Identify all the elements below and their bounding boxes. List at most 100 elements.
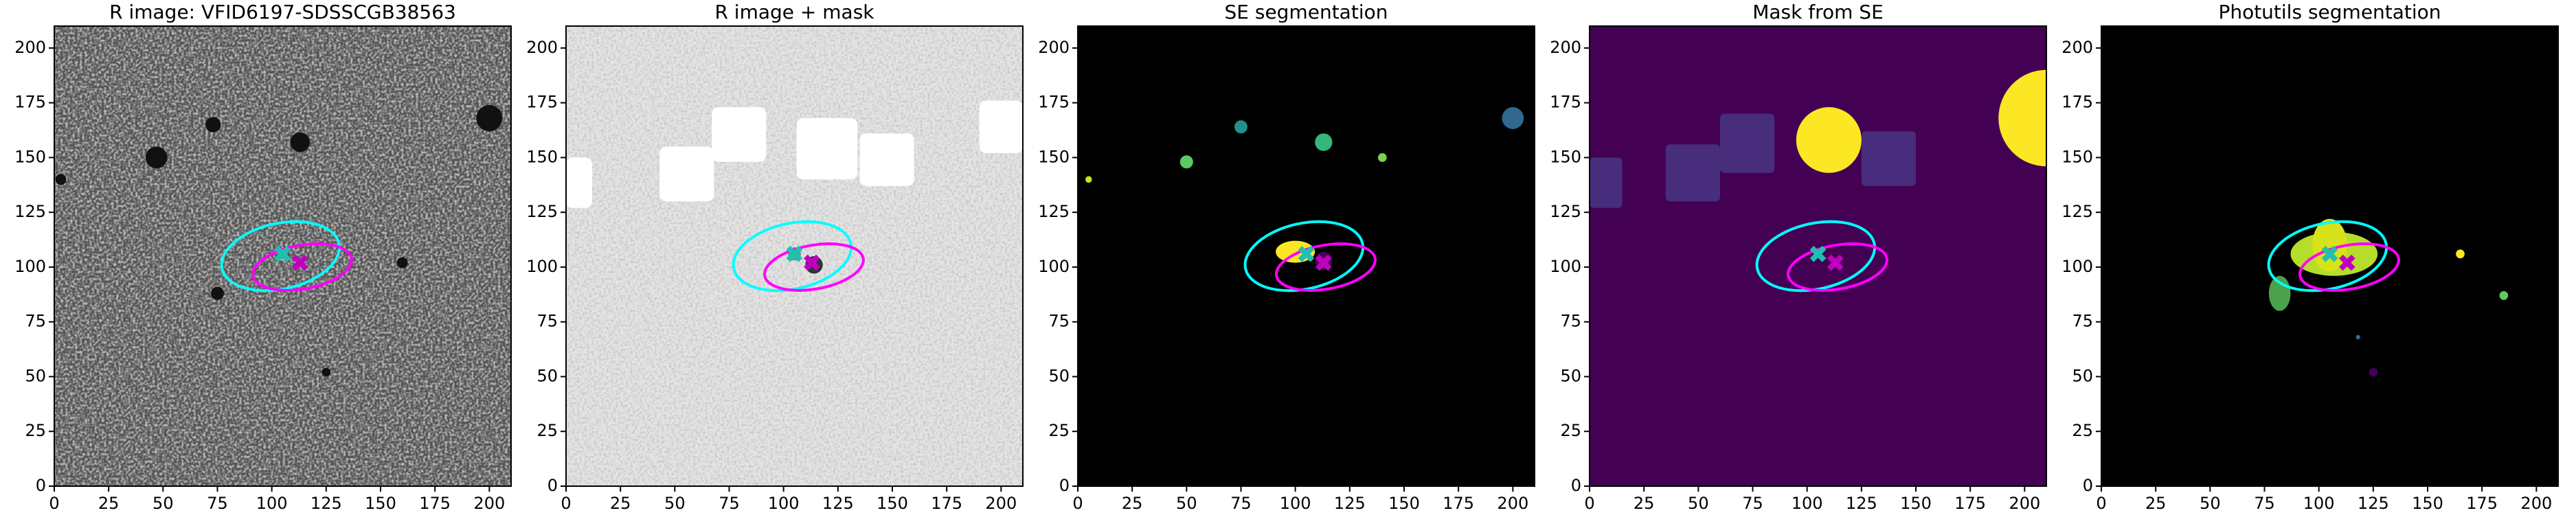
panel-title: SE segmentation [1225, 1, 1388, 23]
y-tick-label: 0 [547, 476, 558, 495]
y-tick-label: 75 [1048, 312, 1070, 331]
x-tick-label: 150 [2412, 494, 2443, 513]
panel-title: R image + mask [714, 1, 874, 23]
x-tick-label: 75 [719, 494, 740, 513]
axes-frame [54, 25, 512, 487]
x-tick-label: 200 [1497, 494, 1528, 513]
x-tick-label: 25 [1122, 494, 1143, 513]
y-tick-label: 75 [25, 312, 46, 331]
x-tick-label: 25 [98, 494, 120, 513]
x-tick-label: 200 [473, 494, 505, 513]
marker [1298, 245, 1315, 262]
y-tick-label: 100 [1038, 257, 1070, 276]
y-tick-label: 200 [14, 38, 46, 57]
y-tick-label: 100 [14, 257, 46, 276]
x-tick-label: 75 [207, 494, 228, 513]
y-tick-label: 100 [1550, 257, 1581, 276]
x-tick-label: 175 [931, 494, 962, 513]
x-tick-label: 75 [1742, 494, 1763, 513]
y-tick-label: 150 [14, 147, 46, 166]
y-tick-label: 150 [1550, 147, 1581, 166]
y-tick-label: 75 [536, 312, 558, 331]
x-tick-label: 175 [1954, 494, 1986, 513]
y-tick-label: 175 [526, 93, 558, 112]
ellipse [1785, 237, 1890, 297]
y-tick-label: 125 [14, 202, 46, 221]
x-tick-label: 200 [985, 494, 1017, 513]
y-tick-label: 25 [1560, 421, 1581, 440]
x-tick-label: 75 [1230, 494, 1252, 513]
x-tick-label: 175 [419, 494, 451, 513]
ellipse [2262, 211, 2393, 301]
y-tick-label: 125 [1038, 202, 1070, 221]
x-tick-label: 100 [1280, 494, 1311, 513]
x-tick-label: 50 [664, 494, 686, 513]
x-tick-label: 0 [49, 494, 59, 513]
axes-frame [2101, 25, 2559, 487]
panel-title: Photutils segmentation [2218, 1, 2441, 23]
x-tick-label: 150 [877, 494, 908, 513]
x-tick-label: 0 [1584, 494, 1594, 513]
ellipse [215, 211, 346, 301]
y-tick-label: 0 [1571, 476, 1581, 495]
y-tick-label: 50 [1048, 366, 1070, 385]
image [1590, 26, 2046, 486]
x-tick-label: 175 [1443, 494, 1474, 513]
x-tick-label: 25 [1634, 494, 1655, 513]
y-tick-label: 75 [1560, 312, 1581, 331]
y-tick-label: 50 [536, 366, 558, 385]
panel-title: R image: VFID6197-SDSSCGB38563 [109, 1, 456, 23]
panel [54, 26, 511, 486]
marker [804, 254, 820, 271]
y-tick-label: 75 [2072, 312, 2093, 331]
x-tick-label: 125 [1334, 494, 1366, 513]
axes-frame [1077, 25, 1535, 487]
x-tick-label: 50 [2200, 494, 2221, 513]
marker [786, 245, 803, 262]
y-tick-label: 25 [1048, 421, 1070, 440]
x-tick-label: 100 [768, 494, 800, 513]
y-tick-label: 125 [526, 202, 558, 221]
y-tick-label: 175 [1550, 93, 1581, 112]
y-tick-label: 50 [2072, 366, 2093, 385]
x-tick-label: 50 [152, 494, 174, 513]
x-tick-label: 50 [1688, 494, 1709, 513]
ellipse [249, 237, 355, 297]
y-tick-label: 50 [25, 366, 46, 385]
x-tick-label: 125 [2358, 494, 2389, 513]
x-tick-label: 150 [1388, 494, 1420, 513]
ellipse [727, 211, 857, 301]
x-tick-label: 100 [2303, 494, 2335, 513]
x-tick-label: 75 [2254, 494, 2275, 513]
marker [1809, 245, 1827, 262]
x-tick-label: 100 [256, 494, 288, 513]
y-tick-label: 50 [1560, 366, 1581, 385]
panel [566, 26, 1023, 486]
y-tick-label: 125 [1550, 202, 1581, 221]
y-tick-label: 100 [526, 257, 558, 276]
ellipse [1239, 211, 1369, 301]
y-tick-label: 25 [25, 421, 46, 440]
y-tick-label: 175 [2061, 93, 2093, 112]
ellipse [2296, 237, 2402, 297]
y-tick-label: 0 [2083, 476, 2093, 495]
y-tick-label: 150 [1038, 147, 1070, 166]
x-tick-label: 0 [1072, 494, 1083, 513]
marker [292, 254, 308, 271]
y-tick-label: 200 [1550, 38, 1581, 57]
y-tick-label: 0 [36, 476, 46, 495]
marker [1315, 254, 1332, 271]
y-tick-label: 150 [2061, 147, 2093, 166]
ellipse [1750, 211, 1881, 301]
marker [274, 245, 291, 262]
x-tick-label: 200 [2520, 494, 2552, 513]
y-tick-label: 25 [2072, 421, 2093, 440]
panel-title: Mask from SE [1752, 1, 1884, 23]
y-tick-label: 175 [1038, 93, 1070, 112]
y-tick-label: 200 [1038, 38, 1070, 57]
x-tick-label: 0 [2096, 494, 2106, 513]
x-tick-label: 100 [1792, 494, 1823, 513]
panel [1078, 26, 1535, 486]
y-tick-label: 200 [2061, 38, 2093, 57]
